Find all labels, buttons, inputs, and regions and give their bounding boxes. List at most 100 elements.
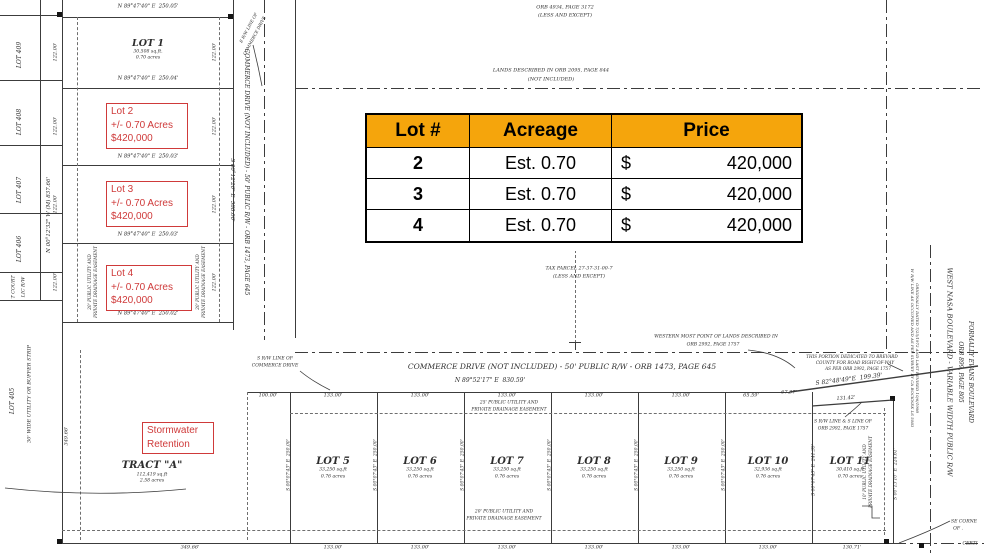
easement-label: PRIVATE DRAINAGE EASEMENT	[867, 436, 873, 508]
easement-line	[62, 530, 886, 531]
lot-divider	[464, 392, 465, 543]
lot-name: LOT 9	[664, 455, 698, 467]
stormwater-line: Stormwater	[147, 425, 199, 436]
strip-line	[0, 213, 62, 214]
tax-parcel-note: (LESS AND EXCEPT)	[553, 274, 605, 280]
dimension-label: 122.00'	[52, 116, 59, 136]
tract-a-acres: 2.58 acres	[139, 478, 165, 484]
table-cell-acreage: Est. 0.70	[470, 148, 612, 179]
parcel-boundary	[295, 88, 984, 90]
dimension-label: 349.66'	[63, 426, 70, 446]
lot-acres: 0.76 acres	[581, 474, 607, 480]
monument-marker	[884, 539, 889, 544]
easement-line	[884, 408, 885, 535]
dimension-label: 133.00'	[323, 544, 343, 551]
lot4-price-annotation: Lot 4 +/- 0.70 Acres $420,000	[106, 265, 192, 311]
lot-acres: 0.76 acres	[755, 474, 781, 480]
table-cell-lot: 4	[367, 210, 470, 241]
table-header-lot: Lot #	[367, 115, 470, 148]
stormwater-annotation: Stormwater Retention	[142, 422, 214, 454]
dimension-label: 133.00'	[497, 544, 517, 551]
lands-note: (NOT INCLUDED)	[527, 76, 575, 83]
lot-acres: 0.76 acres	[407, 474, 433, 480]
buffer-strip-label: 30' WIDE UTILITY OR BUFFER STRIP	[26, 345, 33, 443]
lot4-name: Lot 4	[111, 268, 134, 279]
table-cell-lot: 2	[367, 148, 470, 179]
monument-marker	[228, 14, 233, 19]
adjacent-lot-label: LOT 409	[15, 41, 23, 69]
dedication-note: AS PER ORB 2992, PAGE 1757	[825, 365, 891, 371]
bearing-label: N 89°47'40" E 250.04'	[117, 75, 179, 82]
lot-name: LOT 8	[577, 455, 611, 467]
dimension-label: 122.00'	[52, 272, 59, 292]
bearing-label: N 89°47'40" E 250.03'	[117, 231, 179, 238]
south-boundary-line	[893, 543, 984, 545]
dimension-label: 133.00'	[584, 544, 604, 551]
currency-symbol: $	[621, 215, 632, 235]
nasa-boulevard-label: WEST NASA BOULEVARD - VARIABLE WIDTH PUB…	[945, 267, 954, 477]
western-point-note: ORB 2992, PAGE 1757	[686, 342, 740, 348]
dimension-label: 122.00'	[52, 42, 59, 62]
bearing-label: S 82°48'49"E 199.39'	[815, 371, 883, 387]
lot-line	[62, 165, 233, 166]
lot1-sqft: 30,508 sq.ft.	[133, 49, 163, 55]
table-header-acreage: Acreage	[470, 115, 612, 148]
bearing-label: N 00°12'32" W (M) 837.66'	[46, 177, 53, 253]
lot4-price: $420,000	[111, 295, 153, 306]
dimension-label: 133.00'	[584, 392, 604, 399]
adjacent-lot-label: LOT 405	[8, 387, 16, 415]
lot-divider	[638, 392, 639, 543]
lot-acres: 0.76 acres	[494, 474, 520, 480]
lot4-acreage: +/- 0.70 Acres	[111, 281, 173, 293]
lot-sqft: 33,250 sq.ft	[667, 467, 695, 473]
lot-divider	[290, 392, 291, 543]
price-amount: 420,000	[726, 152, 792, 173]
se-corner-note: SE CORNE	[950, 519, 978, 525]
dimension-label: 133.00'	[671, 392, 691, 399]
lot-line	[62, 17, 233, 18]
lot2-name: Lot 2	[111, 106, 134, 117]
easement-line	[77, 17, 78, 322]
bearing-label: S 00°07'43" E 250.00'	[634, 439, 640, 491]
lot3-name: Lot 3	[111, 184, 134, 195]
stormwater-line: Retention	[147, 438, 190, 450]
easement-label: PRIVATE DRAINAGE EASEMENT	[466, 516, 542, 522]
nasa-orb-label: ORB 899, PAGE 805	[957, 341, 965, 403]
dimension-label: 122.00'	[211, 116, 218, 136]
price-table: Lot # Acreage Price 2 Est. 0.70 $ 420,00…	[365, 113, 803, 243]
dimension-label: 133.00'	[497, 392, 517, 399]
commerce-drive-label: COMMERCE DRIVE (NOT INCLUDED) - 50' PUBL…	[407, 362, 717, 372]
srw-sline-note: S R/W LINE & S LINE OF	[814, 419, 872, 425]
dimension-label: 67.97'	[781, 389, 797, 396]
nasa-rw-line	[930, 245, 932, 557]
price-amount: 420,000	[726, 183, 792, 204]
bearing-label: N 89°47'40" E 250.03'	[117, 153, 179, 160]
lot3-acreage: +/- 0.70 Acres	[111, 197, 173, 209]
tract-a-sqft: 112,419 sq.ft	[136, 472, 168, 478]
west-boundary-line	[62, 0, 63, 543]
monument-marker	[919, 543, 924, 548]
dimension-label: 122.00'	[211, 272, 218, 292]
strip-line	[0, 300, 62, 301]
lot3-price: $420,000	[111, 211, 153, 222]
commerce-drive-label: COMMERCE DRIVE (NOT INCLUDED) - 50' PUBL…	[243, 48, 251, 296]
adjacent-lot-label: LOT 406	[15, 235, 23, 263]
dimension-label: 122.00'	[211, 42, 218, 62]
easement-label: PRIVATE DRAINAGE EASEMENT	[471, 407, 547, 413]
orb-note: (LESS AND EXCEPT)	[537, 12, 593, 19]
monument-marker	[57, 12, 62, 17]
lot-sqft: 33,250 sq.ft	[319, 467, 347, 473]
table-cell-price: $ 420,000	[612, 179, 801, 210]
table-cell-acreage: Est. 0.70	[470, 179, 612, 210]
road-centerline	[295, 352, 978, 354]
easement-line	[219, 17, 220, 322]
easement-line	[80, 350, 81, 540]
currency-symbol: $	[621, 152, 632, 173]
se-corner-note: OF .	[953, 526, 963, 532]
bearing-label: S 00°07'43" E 250.00'	[460, 439, 466, 491]
dimension-label: 122.00'	[211, 194, 218, 214]
lot-sqft: 33,250 sq.ft	[580, 467, 608, 473]
strip-line	[0, 80, 62, 81]
easement-label: 20' PUBLIC UTILITY AND	[474, 509, 534, 515]
lot-sqft: 30,410 sq.ft	[836, 467, 864, 473]
